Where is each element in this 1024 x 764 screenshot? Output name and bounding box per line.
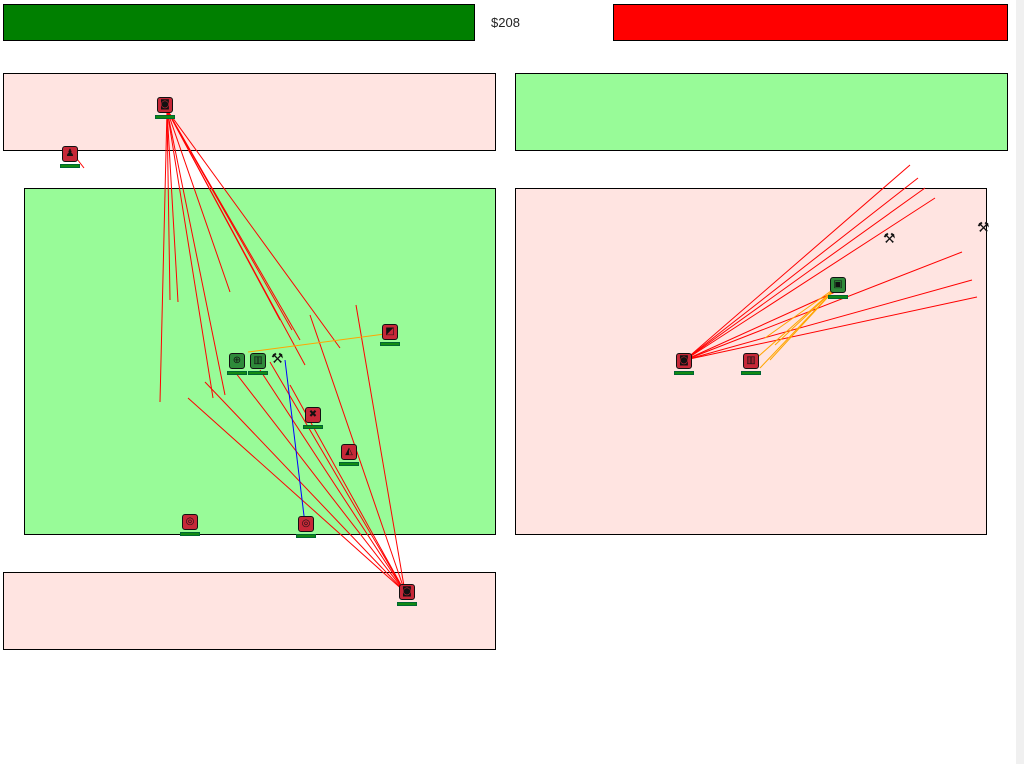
zone-top-left[interactable] [3, 73, 496, 151]
unit-spear[interactable]: ◭ [339, 444, 359, 466]
unit-helmet[interactable]: ◙ [674, 353, 694, 375]
unit-health-bar [60, 164, 80, 168]
vertical-scrollbar[interactable] [1016, 0, 1024, 764]
money-counter: $208 [491, 15, 520, 30]
unit-health-bar [380, 342, 400, 346]
unit-health-bar [296, 534, 316, 538]
cannon-icon: ◎ [301, 518, 311, 529]
helmet-icon: ◙ [679, 355, 689, 366]
unit-cannon[interactable]: ◎ [296, 516, 316, 538]
unit-health-bar [227, 371, 247, 375]
unit-turret[interactable]: ◩ [380, 324, 400, 346]
cross-icon: ✖ [308, 409, 318, 420]
unit-health-bar [155, 115, 175, 119]
unit-barracks[interactable]: ▥ [741, 353, 761, 375]
unit-health-bar [339, 462, 359, 466]
debris-icon: ⚒ [271, 351, 284, 367]
unit-health-bar [741, 371, 761, 375]
helmet-icon: ◙ [160, 99, 170, 110]
debris-icon: ⚒ [883, 231, 896, 247]
unit-health-bar [828, 295, 848, 299]
debris-icon: ⚒ [977, 220, 990, 236]
barracks-icon: ▥ [746, 355, 756, 366]
unit-barracks[interactable]: ▥ [248, 353, 268, 375]
zone-bottom-left[interactable] [3, 572, 496, 650]
enemy-health-bar [613, 4, 1008, 41]
tower-icon: ▣ [833, 279, 843, 290]
zone-top-right[interactable] [515, 73, 1008, 151]
shield-icon: ⊕ [232, 355, 242, 366]
unit-cannon[interactable]: ◎ [180, 514, 200, 536]
cannon-icon: ◎ [185, 516, 195, 527]
unit-cross[interactable]: ✖ [303, 407, 323, 429]
unit-tower[interactable]: ▣ [828, 277, 848, 299]
unit-helmet[interactable]: ◙ [397, 584, 417, 606]
player-health-bar [3, 4, 475, 41]
unit-health-bar [674, 371, 694, 375]
unit-soldier[interactable]: ♟ [60, 146, 80, 168]
unit-health-bar [397, 602, 417, 606]
unit-health-bar [303, 425, 323, 429]
barracks-icon: ▥ [253, 355, 263, 366]
turret-icon: ◩ [385, 326, 395, 337]
spear-icon: ◭ [345, 446, 353, 457]
unit-helmet[interactable]: ◙ [155, 97, 175, 119]
soldier-icon: ♟ [65, 148, 75, 159]
unit-shield[interactable]: ⊕ [227, 353, 247, 375]
helmet-icon: ◙ [402, 586, 412, 597]
unit-health-bar [180, 532, 200, 536]
unit-health-bar [248, 371, 268, 375]
